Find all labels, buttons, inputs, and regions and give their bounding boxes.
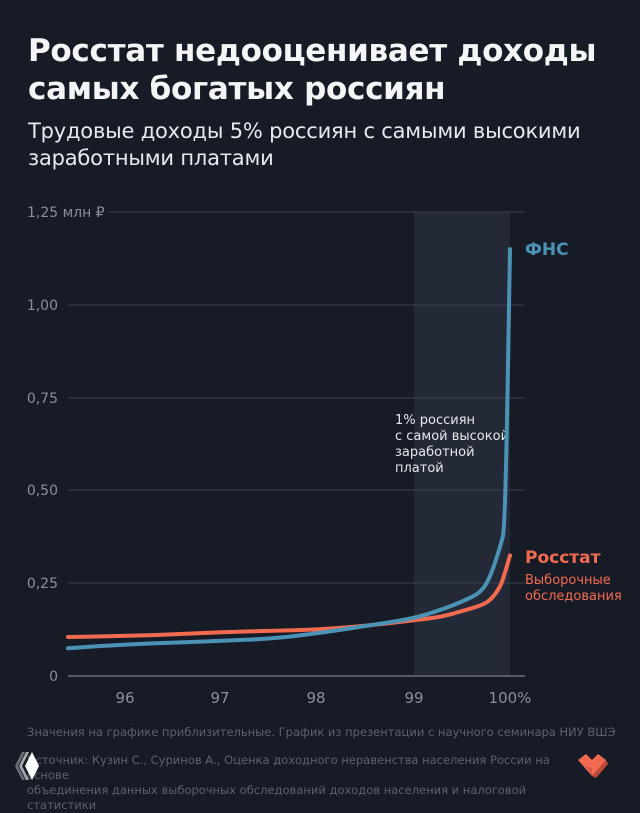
publisher-logo-icon [15,752,39,780]
y-tick-label: 1,00 [27,298,58,314]
chart-subtitle: Трудовые доходы 5% россиян с самыми высо… [28,119,581,170]
series-sublabel-rosstat: обследования [525,589,622,604]
series-sublabel-rosstat: Выборочные [525,573,611,588]
y-tick-label: 0,50 [27,483,58,499]
x-tick-label: 99 [404,689,423,707]
annotation-line: 1% россиян [395,413,475,428]
highlight-annotation: 1% россиян с самой высокой заработной пл… [395,413,509,476]
source-citation: Источник: Кузин С., Суринов А., Оценка д… [27,753,587,813]
source-line: объединения данных выборочных обследован… [27,783,527,812]
footnote: Значения на графике приблизительные. Гра… [27,725,616,739]
y-gridlines [68,211,525,677]
y-tick-label: 0,75 [27,391,58,407]
annotation-line: с самой высокой [395,429,509,444]
series-label-fns: ФНС [525,240,569,260]
annotation-line: платой [395,461,444,476]
x-axis-labels: 96 97 98 99 100% [115,689,531,707]
x-tick-label: 96 [115,689,134,707]
y-axis-labels: 1,25 млн ₽ 1,00 0,75 0,50 0,25 0 [27,205,105,685]
y-tick-label: 1,25 млн ₽ [27,205,105,221]
series-line-fns [66,247,512,651]
y-tick-label: 0,25 [27,576,58,592]
series-label-rosstat: Росстат [525,548,601,568]
x-tick-label: 98 [306,689,325,707]
x-tick-label: 97 [210,689,229,707]
chart-title: Росстат недооценивает доходы самых богат… [28,33,597,107]
x-tick-label: 100% [489,689,532,707]
source-line: Источник: Кузин С., Суринов А., Оценка д… [27,753,550,782]
partner-logo-icon [578,754,608,778]
y-tick-label: 0 [49,669,58,685]
highlight-band-top-1-percent [414,212,510,676]
annotation-line: заработной [395,445,475,460]
